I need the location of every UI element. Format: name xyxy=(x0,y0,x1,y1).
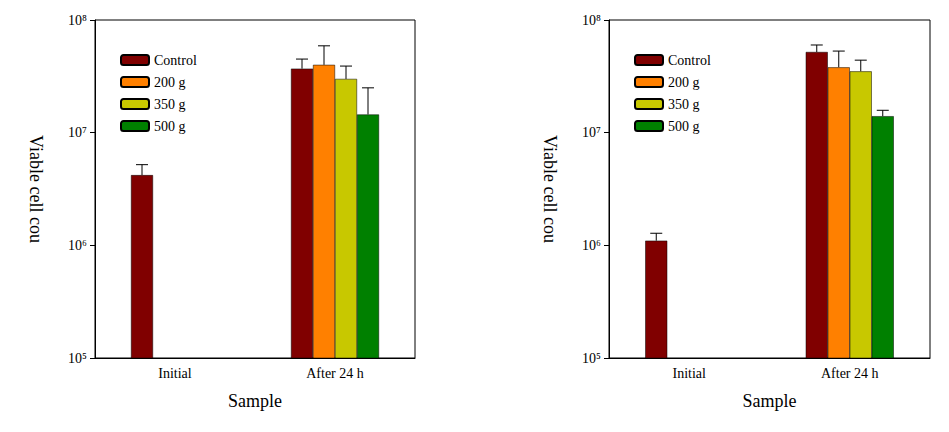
svg-text:10⁸: 10⁸ xyxy=(582,13,601,28)
svg-text:200 g: 200 g xyxy=(154,75,186,90)
svg-text:10⁶: 10⁶ xyxy=(582,238,601,253)
svg-text:200 g: 200 g xyxy=(668,75,700,90)
svg-text:350 g: 350 g xyxy=(154,97,186,112)
svg-text:500 g: 500 g xyxy=(668,119,700,134)
svg-text:10⁸: 10⁸ xyxy=(68,13,87,28)
svg-text:Initial: Initial xyxy=(158,366,192,381)
svg-text:350 g: 350 g xyxy=(668,97,700,112)
svg-text:10⁵: 10⁵ xyxy=(582,351,601,366)
svg-text:Initial: Initial xyxy=(673,366,707,381)
svg-text:After 24 h: After 24 h xyxy=(306,366,364,381)
svg-text:Control: Control xyxy=(154,53,197,68)
svg-text:10⁷: 10⁷ xyxy=(68,125,87,140)
svg-text:500 g: 500 g xyxy=(154,119,186,134)
svg-text:10⁷: 10⁷ xyxy=(582,125,601,140)
svg-text:Control: Control xyxy=(668,53,711,68)
svg-text:10⁵: 10⁵ xyxy=(68,351,87,366)
svg-text:Sample: Sample xyxy=(743,391,797,411)
svg-text:Sample: Sample xyxy=(228,391,282,411)
svg-text:10⁶: 10⁶ xyxy=(68,238,87,253)
svg-text:Viable cell cou: Viable cell cou xyxy=(540,135,560,243)
svg-text:Viable cell cou: Viable cell cou xyxy=(26,135,46,243)
svg-text:After 24 h: After 24 h xyxy=(821,366,879,381)
